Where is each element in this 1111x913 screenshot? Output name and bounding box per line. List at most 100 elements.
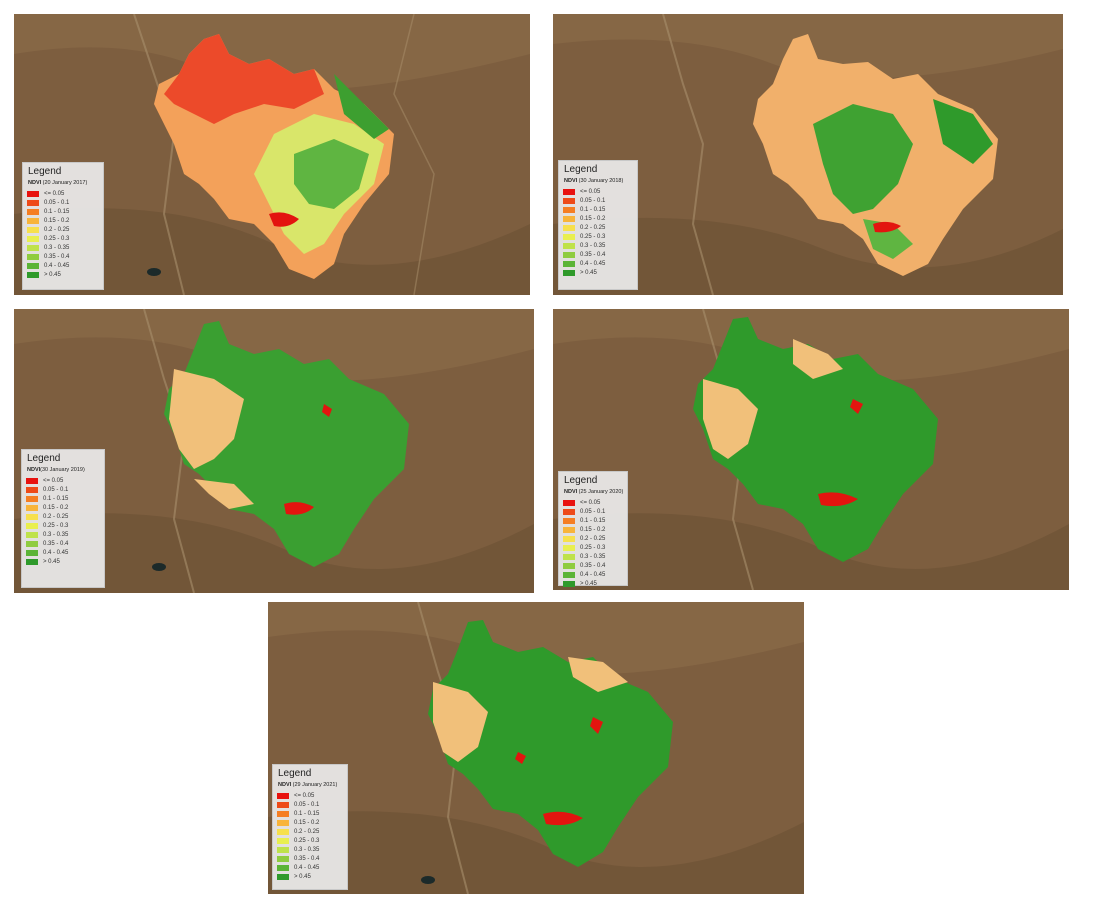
legend-rows: <= 0.05 0.05 - 0.1 0.1 - 0.15 0.15 - 0.2 0.2…: [26, 476, 100, 566]
legend-swatch: [26, 477, 38, 484]
legend-label: > 0.45: [580, 269, 597, 276]
ndvi-map-2019: Legend NDVI(30 January 2019) <= 0.05 0.05…: [14, 309, 534, 593]
legend-label: 0.15 - 0.2: [580, 215, 606, 222]
legend-item: 0.4 - 0.45: [563, 570, 623, 579]
legend-label: 0.15 - 0.2: [44, 217, 70, 224]
legend-item: 0.3 - 0.35: [27, 243, 99, 252]
legend-label: 0.4 - 0.45: [43, 549, 69, 556]
legend-swatch: [27, 190, 39, 197]
legend-label: <= 0.05: [43, 477, 64, 484]
legend-label: 0.15 - 0.2: [294, 819, 320, 826]
legend-label: 0.35 - 0.4: [580, 251, 606, 258]
legend-label: 0.25 - 0.3: [43, 522, 69, 529]
legend-item: 0.05 - 0.1: [277, 800, 343, 809]
legend-label: 0.1 - 0.15: [44, 208, 70, 215]
map-image-2021: [268, 602, 804, 894]
legend-date: (30 January 2018): [578, 178, 624, 184]
legend-swatch: [277, 819, 289, 826]
legend-label: 0.4 - 0.45: [294, 864, 320, 871]
legend-item: 0.35 - 0.4: [26, 539, 100, 548]
legend-label: 0.25 - 0.3: [580, 233, 606, 240]
legend-item: 0.1 - 0.15: [27, 207, 99, 216]
legend-item: 0.1 - 0.15: [563, 516, 623, 525]
legend-swatch: [277, 873, 289, 880]
legend-item: 0.05 - 0.1: [26, 485, 100, 494]
legend-swatch: [563, 206, 575, 213]
legend-title: Legend: [564, 475, 598, 486]
legend-label: 0.35 - 0.4: [44, 253, 70, 260]
legend-label: 0.3 - 0.35: [43, 531, 69, 538]
legend-swatch: [563, 499, 575, 506]
legend-swatch: [26, 522, 38, 529]
legend-swatch: [563, 553, 575, 560]
legend-label: 0.15 - 0.2: [43, 504, 69, 511]
legend-item: 0.05 - 0.1: [563, 196, 633, 205]
legend-2020: Legend NDVI (25 January 2020) <= 0.05 0.0…: [558, 471, 628, 588]
legend-swatch: [563, 526, 575, 533]
legend-rows: <= 0.05 0.05 - 0.1 0.1 - 0.15 0.15 - 0.2 0.2…: [277, 791, 343, 881]
legend-2019: Legend NDVI(30 January 2019) <= 0.05 0.05…: [21, 449, 105, 588]
legend-swatch: [563, 242, 575, 249]
legend-item: <= 0.05: [26, 476, 100, 485]
legend-swatch: [277, 810, 289, 817]
legend-item: 0.2 - 0.25: [26, 512, 100, 521]
legend-label: 0.05 - 0.1: [580, 508, 606, 515]
legend-swatch: [563, 571, 575, 578]
legend-label: 0.1 - 0.15: [580, 517, 606, 524]
legend-label: > 0.45: [580, 580, 597, 587]
legend-label: 0.4 - 0.45: [580, 571, 606, 578]
index-label: NDVI: [564, 489, 578, 495]
legend-label: > 0.45: [294, 873, 311, 880]
legend-swatch: [27, 235, 39, 242]
legend-label: 0.05 - 0.1: [44, 199, 70, 206]
legend-label: 0.3 - 0.35: [580, 553, 606, 560]
legend-title: Legend: [564, 164, 598, 175]
legend-item: <= 0.05: [27, 189, 99, 198]
legend-swatch: [563, 197, 575, 204]
legend-item: 0.3 - 0.35: [277, 845, 343, 854]
legend-item: > 0.45: [563, 268, 633, 277]
legend-label: 0.3 - 0.35: [580, 242, 606, 249]
legend-item: 0.25 - 0.3: [26, 521, 100, 530]
legend-swatch: [27, 253, 39, 260]
legend-item: 0.4 - 0.45: [277, 863, 343, 872]
legend-swatch: [563, 251, 575, 258]
legend-swatch: [27, 208, 39, 215]
legend-item: 0.2 - 0.25: [563, 534, 623, 543]
legend-item: <= 0.05: [563, 187, 633, 196]
legend-label: > 0.45: [44, 271, 61, 278]
ndvi-map-2021: Legend NDVI (29 January 2021) <= 0.05 0.0…: [268, 602, 804, 894]
map-image-2018: [553, 14, 1063, 295]
legend-swatch: [26, 549, 38, 556]
legend-swatch: [563, 224, 575, 231]
legend-item: 0.05 - 0.1: [563, 507, 623, 516]
legend-label: 0.1 - 0.15: [294, 810, 320, 817]
legend-label: <= 0.05: [294, 792, 315, 799]
legend-item: 0.15 - 0.2: [27, 216, 99, 225]
legend-subtitle: NDVI (20 January 2017): [28, 180, 99, 186]
legend-label: 0.05 - 0.1: [43, 486, 69, 493]
legend-2017: Legend NDVI (20 January 2017) <= 0.05 0.0…: [22, 162, 104, 290]
legend-swatch: [26, 486, 38, 493]
legend-2018: Legend NDVI (30 January 2018) <= 0.05 0.0…: [558, 160, 638, 290]
legend-swatch: [277, 837, 289, 844]
index-label: NDVI: [28, 180, 42, 186]
legend-label: 0.25 - 0.3: [44, 235, 70, 242]
legend-item: 0.35 - 0.4: [27, 252, 99, 261]
legend-label: 0.2 - 0.25: [580, 224, 606, 231]
legend-title: Legend: [278, 768, 312, 779]
legend-item: 0.1 - 0.15: [277, 809, 343, 818]
legend-item: <= 0.05: [563, 498, 623, 507]
ndvi-map-2017: Legend NDVI (20 January 2017) <= 0.05 0.0…: [14, 14, 530, 295]
legend-subtitle: NDVI (30 January 2018): [564, 178, 633, 184]
legend-subtitle: NDVI (29 January 2021): [278, 782, 343, 788]
legend-item: > 0.45: [277, 872, 343, 881]
legend-item: 0.05 - 0.1: [27, 198, 99, 207]
legend-subtitle: NDVI (25 January 2020): [564, 489, 623, 495]
legend-swatch: [26, 531, 38, 538]
legend-swatch: [277, 855, 289, 862]
legend-item: <= 0.05: [277, 791, 343, 800]
legend-rows: <= 0.05 0.05 - 0.1 0.1 - 0.15 0.15 - 0.2 0.2…: [563, 498, 623, 588]
legend-item: 0.15 - 0.2: [26, 503, 100, 512]
legend-swatch: [563, 233, 575, 240]
